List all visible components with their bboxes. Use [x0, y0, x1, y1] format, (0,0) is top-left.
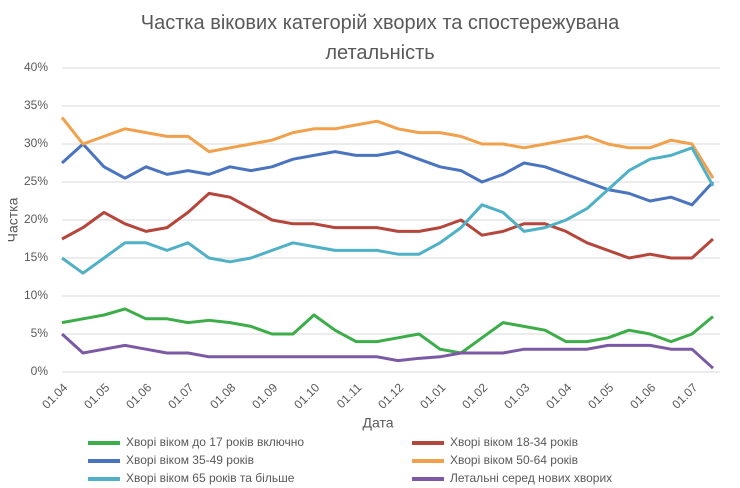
legend-label: Хворі віком 65 років та більше — [126, 471, 295, 485]
y-tick-label: 5% — [31, 326, 49, 340]
x-axis-label: Дата — [362, 415, 393, 431]
y-tick-label: 25% — [24, 174, 48, 188]
x-tick-label: 01.09 — [249, 380, 280, 411]
legend-label: Хворі віком 50-64 років — [450, 453, 578, 467]
series-line — [60, 332, 715, 370]
x-tick-label: 01.04 — [543, 380, 574, 411]
series-line — [61, 146, 715, 275]
legend-label: Хворі віком до 17 років включно — [126, 435, 304, 449]
y-tick-label: 20% — [24, 212, 48, 226]
x-tick-label: 01.06 — [123, 380, 154, 411]
y-tick-label: 35% — [24, 98, 48, 112]
x-tick-label: 01.02 — [459, 380, 490, 411]
y-tick-label: 10% — [24, 288, 48, 302]
y-tick-label: 30% — [24, 136, 48, 150]
x-tick-label: 01.12 — [375, 380, 406, 411]
x-tick-label: 01.07 — [165, 380, 196, 411]
y-tick-label: 15% — [24, 250, 48, 264]
series-line — [61, 191, 715, 260]
x-tick-label: 01.10 — [291, 380, 322, 411]
chart-title: Частка вікових категорій хворих та спост… — [140, 12, 620, 64]
x-tick-label: 01.11 — [334, 380, 365, 411]
x-tick-label: 01.07 — [669, 380, 700, 411]
series-line — [61, 307, 714, 355]
x-tick-label: 01.04 — [39, 380, 70, 411]
x-tick-label: 01.05 — [81, 380, 112, 411]
y-axis-label: Частка — [5, 197, 21, 242]
y-tick-label: 0% — [31, 364, 49, 378]
legend-label: Хворі віком 18-34 років — [450, 435, 578, 449]
series-line — [60, 116, 715, 179]
x-tick-label: 01.06 — [627, 380, 658, 411]
x-tick-label: 01.01 — [417, 380, 448, 411]
x-tick-label: 01.08 — [207, 380, 238, 411]
x-tick-label: 01.05 — [585, 380, 616, 411]
legend-label: Хворі віком 35-49 років — [126, 453, 254, 467]
series-line — [60, 142, 715, 207]
y-tick-label: 40% — [24, 60, 48, 74]
x-tick-label: 01.03 — [501, 380, 532, 411]
legend-label: Летальні серед нових хворих — [450, 471, 612, 485]
